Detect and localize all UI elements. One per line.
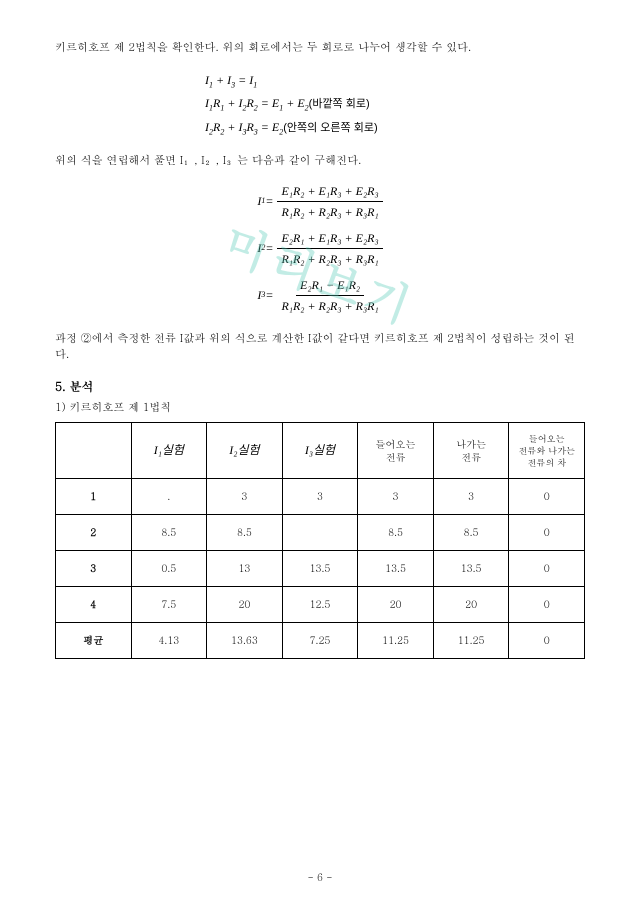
table-cell: 13 [207,551,283,587]
subtitle: 1) 키르히호프 제 1법칙 [55,400,585,417]
table-cell: 4 [56,587,132,623]
table-cell: 8.5 [433,515,509,551]
col-head-diff: 들어오는전류와 나가는전류의 차 [509,423,585,479]
intro-paragraph: 키르히호프 제 2법칙을 확인한다. 위의 회로에서는 두 회로로 나누어 생각… [55,40,585,57]
equation-I1: I1 = E₁R₂ + E₁R₃ + E₂R₃R₁R₂ + R₂R₃ + R₃R… [55,182,585,221]
table-cell: 0 [509,587,585,623]
table-cell: 0 [509,623,585,659]
table-cell: 7.5 [131,587,207,623]
table-header-row: I₁실험 I₂실험 I₃실험 들어오는전류 나가는전류 들어오는전류와 나가는전… [56,423,585,479]
conclusion-paragraph: 과정 ②에서 측정한 전류 I값과 위의 식으로 계산한 I값이 같다면 키르히… [55,331,585,364]
table-cell: 4.13 [131,623,207,659]
equation-block-2: I1 = E₁R₂ + E₁R₃ + E₂R₃R₁R₂ + R₂R₃ + R₃R… [55,182,585,315]
table-cell: 0 [509,515,585,551]
analysis-table: I₁실험 I₂실험 I₃실험 들어오는전류 나가는전류 들어오는전류와 나가는전… [55,422,585,659]
table-cell: 0 [509,479,585,515]
table-cell: 3 [56,551,132,587]
equation-I3: I3 = E₂R₁ − E₁R₂R₁R₂ + R₂R₃ + R₃R₁ [55,276,585,315]
table-cell: 3 [358,479,434,515]
table-cell: 20 [207,587,283,623]
table-row: 1.33330 [56,479,585,515]
table-cell: 8.5 [131,515,207,551]
table-cell: 3 [207,479,283,515]
table-cell: 평균 [56,623,132,659]
mid-paragraph: 위의 식을 연립해서 풀면 I₁, I₂, I₃는 다음과 같이 구해진다. [55,153,585,170]
equation-line-3: I2R2 + I3R3 = E2(안쪽의 오른쪽 회로) [205,116,585,140]
table-cell: . [131,479,207,515]
table-row: 평균4.1313.637.2511.2511.250 [56,623,585,659]
table-cell: 3 [433,479,509,515]
table-cell [282,515,358,551]
table-cell: 11.25 [433,623,509,659]
table-cell: 13.5 [433,551,509,587]
table-cell: 1 [56,479,132,515]
table-cell: 8.5 [358,515,434,551]
col-head-I3: I₃실험 [282,423,358,479]
table-cell: 8.5 [207,515,283,551]
table-cell: 0 [509,551,585,587]
table-cell: 3 [282,479,358,515]
col-head-out: 나가는전류 [433,423,509,479]
table-cell: 13.63 [207,623,283,659]
table-row: 47.52012.520200 [56,587,585,623]
equation-line-2: I1R1 + I2R2 = E1 + E2(바깥쪽 회로) [205,92,585,116]
table-row: 28.58.58.58.50 [56,515,585,551]
table-cell: 12.5 [282,587,358,623]
table-row: 30.51313.513.513.50 [56,551,585,587]
table-cell: 11.25 [358,623,434,659]
table-cell: 13.5 [358,551,434,587]
page-number: - 6 - [0,870,640,885]
table-cell: 20 [358,587,434,623]
col-head-I1: I₁실험 [131,423,207,479]
section-title: 5. 분석 [55,378,585,396]
col-head-in: 들어오는전류 [358,423,434,479]
table-cell: 20 [433,587,509,623]
table-cell: 13.5 [282,551,358,587]
col-head-blank [56,423,132,479]
equation-block-1: I1 + I3 = I1 I1R1 + I2R2 = E1 + E2(바깥쪽 회… [55,69,585,140]
table-cell: 7.25 [282,623,358,659]
table-body: 1.3333028.58.58.58.5030.51313.513.513.50… [56,479,585,659]
table-cell: 0.5 [131,551,207,587]
table-cell: 2 [56,515,132,551]
equation-I2: I2 = E₂R₁ + E₁R₃ + E₂R₃R₁R₂ + R₂R₃ + R₃R… [55,229,585,268]
col-head-I2: I₂실험 [207,423,283,479]
equation-line-1: I1 + I3 = I1 [205,69,585,93]
